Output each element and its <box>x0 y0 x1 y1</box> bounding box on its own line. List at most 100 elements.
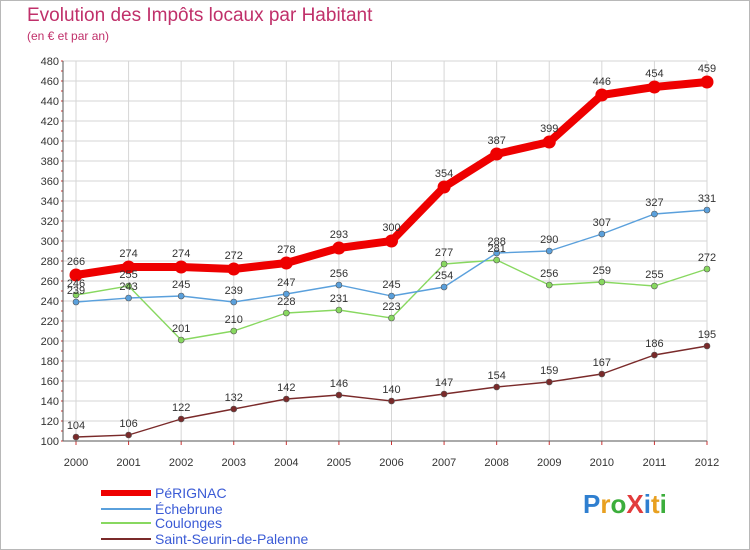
y-tick-label: 200 <box>41 336 59 348</box>
data-label-echebrune: 239 <box>225 285 243 297</box>
y-tick-label: 240 <box>41 296 59 308</box>
data-point-coulonges <box>388 314 395 322</box>
x-tick-label: 2012 <box>695 457 719 469</box>
data-point-coulonges <box>125 282 132 290</box>
y-tick-label: 260 <box>41 276 59 288</box>
data-point-saint-seurin-de-palenne <box>283 395 290 403</box>
grid-lines <box>63 60 708 442</box>
data-label-coulonges: 259 <box>593 265 611 277</box>
data-point-coulonges <box>283 309 290 317</box>
data-label-coulonges: 272 <box>698 252 716 264</box>
data-point-perignac <box>385 234 398 248</box>
x-tick-label: 2007 <box>432 457 456 469</box>
x-tick-label: 2003 <box>222 457 246 469</box>
data-label-coulonges: 246 <box>67 278 85 290</box>
chart-subtitle: (en € et par an) <box>27 29 110 43</box>
data-label-perignac: 454 <box>645 68 663 80</box>
data-label-coulonges: 256 <box>540 268 558 280</box>
x-tick-label: 2006 <box>379 457 403 469</box>
data-point-echebrune <box>651 210 658 218</box>
data-point-coulonges <box>545 281 553 289</box>
y-tick-label: 400 <box>41 136 59 148</box>
data-point-saint-seurin-de-palenne <box>388 397 395 405</box>
data-point-perignac <box>279 256 293 270</box>
data-label-echebrune: 243 <box>119 281 137 293</box>
legend-swatch-perignac <box>101 490 151 496</box>
logo-letter: i <box>659 489 667 519</box>
data-label-saint-seurin-de-palenne: 195 <box>698 329 716 341</box>
data-label-echebrune: 307 <box>593 217 611 229</box>
data-point-echebrune <box>388 292 395 300</box>
data-point-saint-seurin-de-palenne <box>440 390 448 398</box>
data-point-perignac <box>700 75 714 89</box>
data-point-saint-seurin-de-palenne <box>598 370 606 378</box>
data-point-saint-seurin-de-palenne <box>651 351 658 359</box>
data-label-coulonges: 277 <box>435 247 453 259</box>
data-point-perignac <box>122 260 136 274</box>
logo-letter: r <box>600 489 611 519</box>
x-tick-label: 2000 <box>64 457 88 469</box>
legend-label-saint-seurin: Saint-Seurin-de-Palenne <box>155 531 309 547</box>
logo-letter: i <box>643 489 651 519</box>
y-tick-label: 180 <box>41 356 59 368</box>
legend-label-perignac: PéRIGNAC <box>155 485 227 501</box>
legend-label-echebrune: Échebrune <box>155 501 223 517</box>
data-point-perignac <box>227 262 241 276</box>
y-tick-label: 440 <box>41 96 59 108</box>
data-label-perignac: 274 <box>172 248 190 260</box>
data-point-echebrune <box>440 283 448 291</box>
data-point-coulonges <box>598 278 606 286</box>
data-label-perignac: 300 <box>382 222 400 234</box>
data-point-saint-seurin-de-palenne <box>177 415 185 423</box>
x-tick-label: 2001 <box>116 457 140 469</box>
y-tick-label: 300 <box>41 236 59 248</box>
data-point-coulonges <box>440 260 448 268</box>
data-label-echebrune: 245 <box>382 279 400 291</box>
logo-letter: X <box>626 489 644 519</box>
data-point-perignac <box>595 88 609 102</box>
legend-label-coulonges: Coulonges <box>155 515 222 531</box>
x-tick-label: 2005 <box>327 457 351 469</box>
legend-swatch-coulonges <box>101 522 151 524</box>
data-label-perignac: 293 <box>330 229 348 241</box>
data-point-saint-seurin-de-palenne <box>72 433 80 441</box>
data-point-perignac <box>174 260 188 274</box>
plot-area <box>63 61 707 441</box>
data-point-coulonges <box>703 265 711 273</box>
data-point-saint-seurin-de-palenne <box>545 378 553 386</box>
x-tick-label: 2011 <box>643 457 667 469</box>
data-label-echebrune: 288 <box>487 236 505 248</box>
data-point-echebrune <box>545 247 553 255</box>
y-tick-label: 340 <box>41 196 59 208</box>
data-point-echebrune <box>335 281 343 289</box>
data-label-echebrune: 327 <box>645 197 663 209</box>
data-label-echebrune: 256 <box>330 268 348 280</box>
data-point-echebrune <box>493 249 500 257</box>
logo-letter: t <box>650 489 660 519</box>
data-point-coulonges <box>651 282 658 290</box>
data-point-saint-seurin-de-palenne <box>703 342 711 350</box>
data-point-echebrune <box>177 292 185 300</box>
data-label-perignac: 387 <box>487 135 505 147</box>
data-point-saint-seurin-de-palenne <box>125 431 132 439</box>
data-label-perignac: 446 <box>593 76 611 88</box>
legend-swatch-saint-seurin <box>101 538 151 540</box>
y-tick-label: 120 <box>41 416 59 428</box>
data-label-echebrune: 239 <box>67 285 85 297</box>
proxiti-logo: ProXiti <box>583 489 667 520</box>
data-label-perignac: 274 <box>119 248 137 260</box>
data-point-perignac <box>437 180 451 194</box>
data-label-echebrune: 331 <box>698 193 716 205</box>
data-point-perignac <box>69 268 83 282</box>
data-label-echebrune: 245 <box>172 279 190 291</box>
data-label-echebrune: 247 <box>277 277 295 289</box>
data-point-coulonges <box>493 256 500 264</box>
data-label-coulonges: 228 <box>277 296 295 308</box>
data-point-perignac <box>647 80 661 94</box>
data-label-perignac: 459 <box>698 63 716 75</box>
data-point-coulonges <box>72 291 80 299</box>
logo-letter: o <box>610 489 627 519</box>
data-point-perignac <box>332 241 346 255</box>
data-label-saint-seurin-de-palenne: 104 <box>67 420 85 432</box>
